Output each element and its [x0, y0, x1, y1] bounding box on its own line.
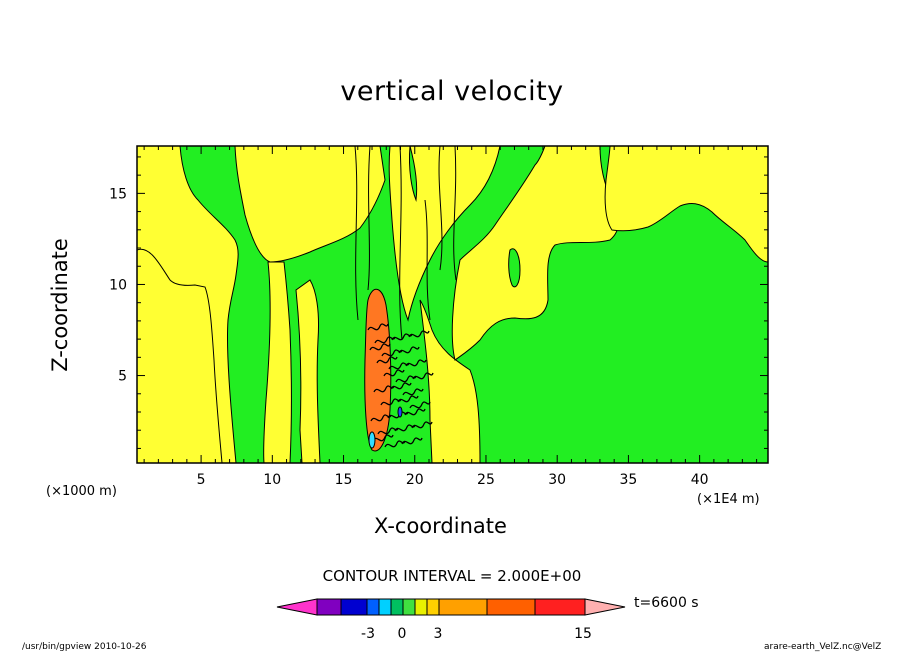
core-contour-19	[408, 330, 430, 338]
colorbar-segment-9	[486, 598, 536, 616]
colorbar-label-3: 15	[574, 626, 592, 642]
colorbar-label-1: 0	[398, 626, 407, 642]
x-tick-label-15: 15	[335, 472, 353, 488]
core-contour-12	[405, 359, 427, 367]
green-island-0	[508, 248, 521, 288]
colorbar-segment-1	[340, 598, 368, 616]
yellow-region-4	[295, 279, 321, 464]
yellow-region-6	[419, 299, 481, 464]
contour-streak-5	[424, 199, 431, 321]
core-contour-5	[402, 388, 424, 396]
downdraft-patch-0	[368, 431, 376, 449]
time-label: t=6600 s	[634, 595, 699, 611]
contour-streak-0	[354, 145, 359, 321]
y-tick-label-10: 10	[109, 277, 127, 293]
core-contour-0	[367, 323, 389, 331]
colorbar-label-2: 3	[434, 626, 443, 642]
core-contour-24	[397, 395, 419, 403]
x-unit-left: (×1000 m)	[46, 484, 117, 499]
core-contour-13	[412, 372, 434, 380]
colorbar-segment-10	[534, 598, 586, 616]
x-tick-label-10: 10	[263, 472, 281, 488]
x-tick-label-20: 20	[406, 472, 424, 488]
colorbar-segment-7	[426, 598, 440, 616]
core-contour-20	[369, 343, 391, 351]
footer-right: arare-earth_VelZ.nc@VelZ	[764, 642, 882, 652]
core-contour-27	[372, 434, 394, 442]
contour-streak-2	[399, 145, 403, 341]
core-contour-6	[409, 401, 431, 409]
colorbar-segment-5	[402, 598, 416, 616]
x-tick-label-35: 35	[619, 472, 637, 488]
x-tick-label-30: 30	[548, 472, 566, 488]
colorbar-segment-4	[390, 598, 404, 616]
y-tick-label-5: 5	[118, 369, 127, 385]
yellow-region-7	[451, 145, 619, 361]
colorbar-arrow-left	[276, 598, 318, 616]
y-axis-label: Z-coordinate	[48, 238, 72, 372]
contour-streak-1	[367, 145, 371, 291]
yellow-region-1	[136, 248, 223, 464]
colorbar-segment-8	[438, 598, 488, 616]
core-contour-26	[411, 421, 433, 429]
yellow-region-8	[604, 145, 769, 263]
colorbar-segment-2	[366, 598, 380, 616]
footer-left: /usr/bin/gpview 2010-10-26	[22, 642, 147, 652]
updraft-core	[364, 288, 392, 452]
yellow-region-2	[234, 145, 386, 263]
contour-interval: CONTOUR INTERVAL = 2.000E+00	[322, 567, 582, 585]
x-tick-label-5: 5	[197, 472, 206, 488]
chart-title: vertical velocity	[340, 76, 564, 107]
core-contour-23	[390, 382, 412, 390]
downdraft-patch-1	[397, 406, 403, 418]
y-tick-label-15: 15	[109, 186, 127, 202]
contour-streak-3	[438, 145, 443, 271]
x-unit-right: (×1E4 m)	[697, 492, 760, 507]
green-island-1	[409, 145, 418, 202]
x-axis-label: X-coordinate	[374, 514, 507, 538]
colorbar-segment-3	[378, 598, 392, 616]
colorbar-segment-6	[414, 598, 428, 616]
core-contour-21	[376, 356, 398, 364]
core-contour-11	[398, 346, 420, 354]
core-contour-22	[383, 369, 405, 377]
x-tick-label-25: 25	[477, 472, 495, 488]
plot-frame	[136, 145, 769, 464]
contour-streak-4	[453, 145, 457, 281]
colorbar-segment-0	[316, 598, 342, 616]
core-contour-25	[404, 408, 426, 416]
colorbar-label-0: -3	[361, 626, 375, 642]
colorbar-arrow-right	[584, 598, 626, 616]
core-contour-18	[401, 437, 423, 445]
x-tick-label-40: 40	[691, 472, 709, 488]
